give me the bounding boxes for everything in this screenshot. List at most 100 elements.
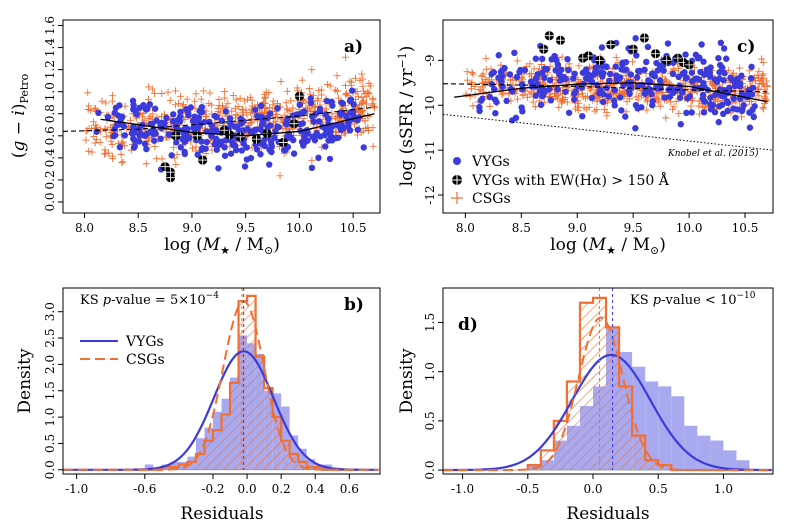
ks-annotation: KS p-value < 10−10 xyxy=(630,291,756,308)
csg-point xyxy=(287,97,295,105)
y-tick-label: 2.0 xyxy=(43,355,57,374)
vyg-point xyxy=(194,151,201,158)
csg-point xyxy=(177,92,185,100)
axes: -1.0 -0.5 0.0 0.5 1.0 0.0 0.5 1.0 1.5 xyxy=(423,313,733,496)
vyg-point xyxy=(519,81,526,88)
csg-point xyxy=(653,94,661,102)
vyg-point xyxy=(539,93,546,100)
csg-point xyxy=(151,143,159,151)
csg-point xyxy=(365,79,373,87)
vyg-point xyxy=(656,64,664,71)
vyg-point xyxy=(181,148,188,156)
vyg-point xyxy=(337,124,345,131)
vyg-point xyxy=(645,77,652,85)
vyg-bar xyxy=(281,406,290,470)
halpha-point-cross xyxy=(278,137,288,148)
csg-point xyxy=(229,92,237,100)
legend: VYGs VYGs with EW(Hα) > 150 Å CSGs xyxy=(451,154,670,207)
vyg-point xyxy=(664,40,672,47)
vyg-bar xyxy=(144,464,154,470)
x-tick-label: -0.2 xyxy=(201,482,224,496)
vyg-point xyxy=(611,86,618,94)
knobel-line xyxy=(443,113,773,151)
vyg-point xyxy=(618,107,625,114)
vyg-point xyxy=(632,125,639,132)
csg-point xyxy=(101,125,109,133)
csg-point xyxy=(90,105,98,113)
vyg-point xyxy=(634,82,642,89)
y-tick-label: 1.5 xyxy=(43,381,57,400)
vyg-point xyxy=(721,70,728,77)
csg-point xyxy=(218,102,226,110)
vyg-bar xyxy=(723,450,737,471)
csg-point xyxy=(108,152,116,160)
vyg-point xyxy=(669,70,677,78)
vyg-point xyxy=(606,77,613,85)
vyg-point xyxy=(648,101,656,109)
vyg-point xyxy=(112,104,120,112)
csg-point xyxy=(331,114,339,122)
csg-point xyxy=(538,61,546,69)
vyg-point xyxy=(532,55,540,62)
csg-point xyxy=(234,102,242,110)
vyg-point xyxy=(229,141,237,149)
legend-csg-label: CSGs xyxy=(472,191,511,207)
csg-point xyxy=(98,97,106,105)
y-tick-label: 0.8 xyxy=(43,104,57,123)
vyg-point xyxy=(289,136,297,144)
vyg-point xyxy=(684,95,691,102)
y-tick-label: 1.6 xyxy=(43,16,57,35)
vyg-point xyxy=(268,141,275,148)
csg-point xyxy=(354,93,362,101)
csg-point xyxy=(276,172,284,180)
vyg-point xyxy=(300,108,308,115)
vyg-point xyxy=(570,90,578,97)
csg-point xyxy=(179,102,187,110)
legend-csg-label: CSGs xyxy=(126,352,165,368)
vyg-point xyxy=(177,144,185,151)
vyg-point xyxy=(264,124,271,131)
vyg-point xyxy=(222,108,230,115)
vyg-point xyxy=(745,87,753,94)
vyg-point xyxy=(716,69,723,76)
csg-bar xyxy=(238,301,248,470)
csg-point xyxy=(469,102,477,110)
csg-point xyxy=(656,102,664,110)
csg-bar xyxy=(195,453,205,470)
vyg-point xyxy=(682,75,690,82)
vyg-point xyxy=(747,74,755,82)
vyg-point xyxy=(241,163,249,170)
csg-point xyxy=(593,97,601,105)
x-tick-label: 8.5 xyxy=(512,221,531,235)
vyg-point xyxy=(688,109,695,116)
csg-point xyxy=(481,79,489,87)
y-tick-label: 1.4 xyxy=(43,38,57,57)
csg-point xyxy=(603,112,611,120)
csg-point xyxy=(311,103,319,111)
csg-point xyxy=(84,105,92,113)
csg-point xyxy=(364,90,372,98)
y-tick-label: 1.0 xyxy=(423,362,437,381)
halpha-point-cross xyxy=(219,125,229,135)
vyg-point xyxy=(181,138,188,146)
vyg-point xyxy=(360,144,367,151)
csg-point xyxy=(197,95,205,103)
csg-point xyxy=(759,70,767,78)
csg-bar xyxy=(306,467,316,470)
csg-bar xyxy=(255,356,265,470)
vyg-point xyxy=(554,86,561,93)
csg-point xyxy=(96,138,104,146)
csg-bar xyxy=(272,417,282,470)
halpha-point-cross xyxy=(539,44,549,54)
vyg-point xyxy=(750,113,757,121)
vyg-point xyxy=(606,70,614,78)
vyg-point xyxy=(546,86,553,93)
csg-point xyxy=(314,95,322,103)
y-tick-label: -10 xyxy=(423,96,437,115)
vyg-point xyxy=(693,75,700,82)
axes: -1.0 -0.6 -0.2 0.0 0.2 0.4 0.6 0.0 0.5 1.0 1.5 2.0 2… xyxy=(43,302,359,496)
csg-point xyxy=(755,67,763,75)
csg-point xyxy=(102,133,110,141)
csg-point xyxy=(341,82,349,90)
csg-point xyxy=(315,87,323,95)
